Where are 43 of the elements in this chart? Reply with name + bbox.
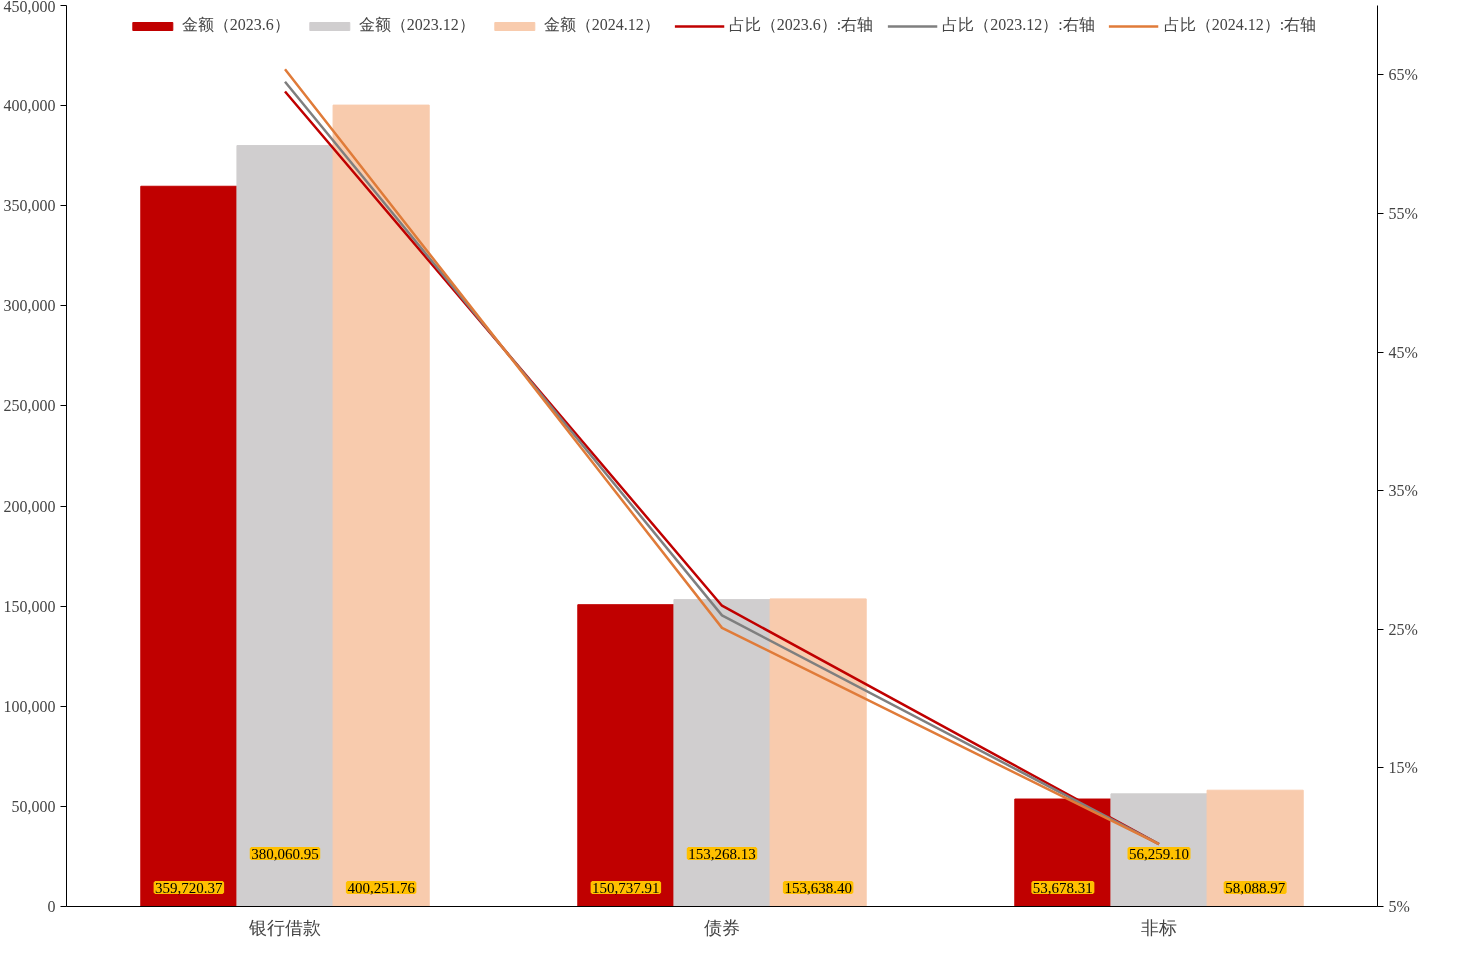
data-label: 150,737.91 xyxy=(592,879,660,896)
y-tick-label: 200,000 xyxy=(3,497,56,515)
y2-tick-label: 35% xyxy=(1388,482,1418,500)
data-label: 56,259.10 xyxy=(1129,845,1189,862)
data-label: 400,251.76 xyxy=(347,879,416,896)
legend-label: 占比（2024.12）:右轴 xyxy=(1163,15,1317,35)
y-tick-label: 0 xyxy=(47,898,56,915)
y-tick-label: 400,000 xyxy=(3,97,56,115)
bar xyxy=(769,598,867,907)
bar xyxy=(1206,789,1304,907)
bar xyxy=(236,145,334,907)
x-tick-label: 债券 xyxy=(704,917,740,938)
y-tick-label: 250,000 xyxy=(3,397,56,415)
y-tick-label: 150,000 xyxy=(3,597,56,615)
data-label: 380,060.95 xyxy=(251,845,319,862)
x-tick-label: 银行借款 xyxy=(248,917,321,938)
data-label: 58,088.97 xyxy=(1225,879,1286,896)
y-tick-label: 300,000 xyxy=(3,297,56,315)
data-label: 153,268.13 xyxy=(688,845,756,862)
data-label: 153,638.40 xyxy=(784,879,852,896)
y-tick-label: 450,000 xyxy=(3,0,56,15)
bar xyxy=(332,104,430,907)
bar xyxy=(673,599,771,907)
y2-tick-label: 15% xyxy=(1388,759,1418,777)
y-tick-label: 100,000 xyxy=(3,697,56,715)
y-tick-label: 50,000 xyxy=(11,797,56,815)
legend-label: 金额（2024.12） xyxy=(543,15,660,35)
legend-label: 占比（2023.12）:右轴 xyxy=(942,15,1095,35)
legend-label: 占比（2023.6）:右轴 xyxy=(728,15,874,35)
y2-tick-label: 25% xyxy=(1388,620,1418,638)
y-tick-label: 350,000 xyxy=(3,197,56,215)
y2-tick-label: 5% xyxy=(1388,898,1410,915)
data-label: 53,678.31 xyxy=(1032,879,1093,896)
y2-tick-label: 65% xyxy=(1388,66,1418,84)
x-tick-label: 非标 xyxy=(1141,917,1177,938)
bar xyxy=(140,185,238,907)
bar xyxy=(1110,793,1208,907)
legend-label: 金额（2023.6） xyxy=(181,15,290,35)
data-label: 359,720.37 xyxy=(155,879,224,896)
legend-label: 金额（2023.12） xyxy=(358,15,475,35)
bar xyxy=(577,604,675,907)
y2-tick-label: 55% xyxy=(1388,204,1418,222)
y2-tick-label: 45% xyxy=(1388,343,1418,361)
